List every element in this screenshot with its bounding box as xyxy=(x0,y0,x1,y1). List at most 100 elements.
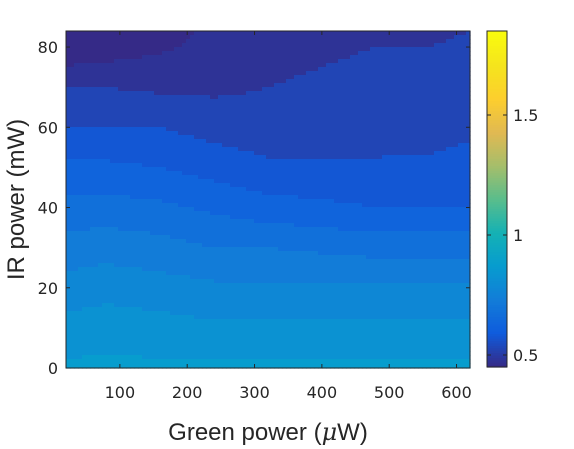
contour-cell xyxy=(142,163,147,168)
contour-cell xyxy=(378,67,383,72)
contour-cell xyxy=(134,39,139,44)
contour-cell xyxy=(362,47,367,52)
contour-cell xyxy=(310,223,315,228)
contour-cell xyxy=(282,187,287,192)
contour-cell xyxy=(454,35,459,40)
contour-cell xyxy=(366,91,371,96)
contour-cell xyxy=(130,215,135,220)
contour-cell xyxy=(410,135,415,140)
contour-cell xyxy=(82,175,87,180)
contour-cell xyxy=(226,35,231,40)
contour-cell xyxy=(378,35,383,40)
contour-cell xyxy=(194,119,199,124)
contour-cell xyxy=(94,135,99,140)
contour-cell xyxy=(366,215,371,220)
contour-cell xyxy=(402,63,407,68)
contour-cell xyxy=(362,139,367,144)
contour-cell xyxy=(326,195,331,200)
contour-cell xyxy=(282,67,287,72)
contour-cell xyxy=(86,227,91,232)
contour-cell xyxy=(98,71,103,76)
contour-cell xyxy=(202,67,207,72)
contour-cell xyxy=(154,71,159,76)
contour-cell xyxy=(254,183,259,188)
contour-cell xyxy=(86,223,91,228)
contour-cell xyxy=(194,103,199,108)
contour-cell xyxy=(66,79,71,84)
contour-cell xyxy=(214,227,219,232)
contour-cell xyxy=(346,79,351,84)
contour-cell xyxy=(466,47,471,52)
contour-cell xyxy=(306,103,311,108)
contour-cell xyxy=(358,151,363,156)
contour-cell xyxy=(214,187,219,192)
contour-cell xyxy=(134,35,139,40)
contour-cell xyxy=(446,131,451,136)
contour-cell xyxy=(350,79,355,84)
contour-cell xyxy=(402,47,407,52)
contour-cell xyxy=(318,187,323,192)
contour-cell xyxy=(210,103,215,108)
contour-cell xyxy=(174,227,179,232)
contour-cell xyxy=(398,107,403,112)
contour-cell xyxy=(98,55,103,60)
contour-cell xyxy=(366,111,371,116)
contour-cell xyxy=(330,203,335,208)
contour-cell xyxy=(274,155,279,160)
contour-cell xyxy=(466,219,471,224)
contour-cell xyxy=(94,171,99,176)
contour-cell xyxy=(322,219,327,224)
contour-cell xyxy=(402,219,407,224)
contour-cell xyxy=(386,187,391,192)
contour-cell xyxy=(294,163,299,168)
contour-cell xyxy=(130,47,135,52)
contour-cell xyxy=(306,143,311,148)
contour-cell xyxy=(242,39,247,44)
contour-cell xyxy=(282,87,287,92)
contour-cell xyxy=(418,163,423,168)
contour-cell xyxy=(394,83,399,88)
contour-cell xyxy=(170,175,175,180)
contour-cell xyxy=(298,135,303,140)
contour-cell xyxy=(326,215,331,220)
contour-cell xyxy=(74,107,79,112)
contour-cell xyxy=(338,187,343,192)
contour-cell xyxy=(394,175,399,180)
contour-cell xyxy=(410,35,415,40)
contour-cell xyxy=(318,123,323,128)
contour-cell xyxy=(178,91,183,96)
contour-cell xyxy=(462,167,467,172)
contour-cell xyxy=(386,131,391,136)
contour-cell xyxy=(442,47,447,52)
contour-cell xyxy=(238,159,243,164)
contour-cell xyxy=(394,67,399,72)
contour-cell xyxy=(98,75,103,80)
contour-cell xyxy=(98,143,103,148)
contour-cell xyxy=(78,55,83,60)
contour-cell xyxy=(294,127,299,132)
contour-cell xyxy=(466,139,471,144)
contour-cell xyxy=(302,143,307,148)
contour-cell xyxy=(426,223,431,228)
contour-cell xyxy=(254,127,259,132)
contour-cell xyxy=(186,171,191,176)
contour-cell xyxy=(106,203,111,208)
contour-cell xyxy=(174,95,179,100)
contour-cell xyxy=(118,147,123,152)
contour-cell xyxy=(226,131,231,136)
contour-cell xyxy=(386,135,391,140)
contour-cell xyxy=(330,207,335,212)
contour-cell xyxy=(154,31,159,36)
contour-cell xyxy=(274,95,279,100)
contour-cell xyxy=(334,111,339,116)
contour-cell xyxy=(362,119,367,124)
contour-cell xyxy=(206,215,211,220)
contour-cell xyxy=(314,83,319,88)
contour-cell xyxy=(298,79,303,84)
contour-cell xyxy=(426,55,431,60)
contour-cell xyxy=(358,203,363,208)
contour-cell xyxy=(82,215,87,220)
contour-cell xyxy=(310,183,315,188)
contour-cell xyxy=(170,63,175,68)
contour-cell xyxy=(410,31,415,36)
